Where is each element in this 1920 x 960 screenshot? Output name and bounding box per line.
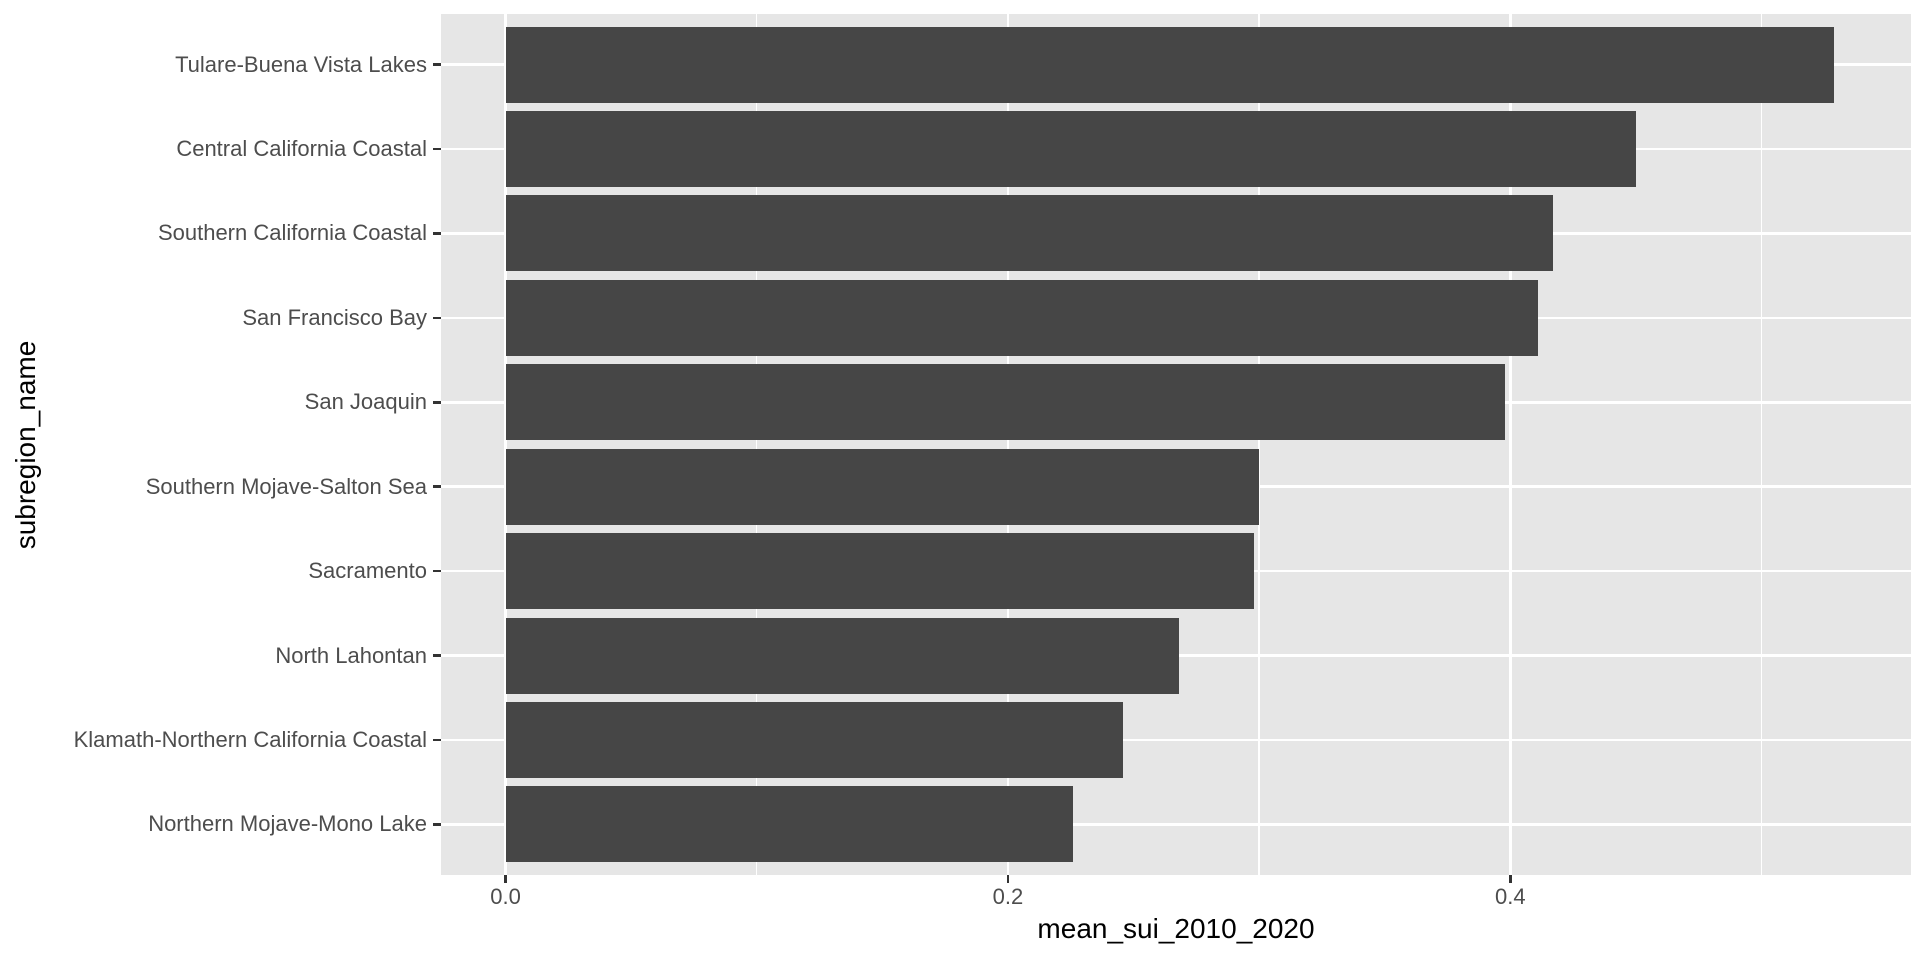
bar bbox=[505, 786, 1074, 863]
x-major-gridline bbox=[1509, 14, 1512, 875]
x-tick-mark bbox=[1509, 875, 1512, 883]
x-tick-label: 0.0 bbox=[490, 884, 521, 909]
x-tick-label: 0.2 bbox=[992, 884, 1024, 909]
bar bbox=[505, 111, 1636, 188]
x-axis-title: mean_sui_2010_2020 bbox=[1037, 913, 1315, 944]
y-tick-label: Central California Coastal bbox=[176, 136, 427, 162]
y-tick-mark bbox=[433, 485, 441, 488]
bar bbox=[505, 617, 1179, 694]
x-minor-gridline bbox=[1258, 14, 1260, 875]
y-tick-label: San Joaquin bbox=[304, 389, 427, 415]
x-minor-gridline bbox=[756, 14, 758, 875]
y-tick-mark bbox=[433, 654, 441, 657]
y-tick-mark bbox=[433, 401, 441, 404]
bar bbox=[505, 279, 1538, 356]
bar bbox=[505, 448, 1260, 525]
y-tick-label: North Lahontan bbox=[275, 642, 427, 668]
y-tick-mark bbox=[433, 232, 441, 235]
y-major-gridline bbox=[441, 823, 1911, 826]
x-tick-label: 0.4 bbox=[1495, 884, 1526, 909]
plot-panel bbox=[441, 14, 1911, 875]
y-tick-mark bbox=[433, 316, 441, 320]
y-tick-mark bbox=[433, 823, 441, 826]
bar bbox=[505, 195, 1554, 272]
bar bbox=[505, 701, 1124, 778]
y-tick-label: Klamath-Northern California Coastal bbox=[73, 726, 427, 752]
y-tick-label: Southern Mojave-Salton Sea bbox=[145, 473, 427, 499]
y-tick-label: Tulare-Buena Vista Lakes bbox=[175, 51, 427, 77]
x-major-gridline bbox=[1006, 14, 1010, 875]
x-tick-mark bbox=[504, 875, 507, 883]
x-major-gridline bbox=[504, 14, 507, 875]
x-minor-gridline bbox=[1760, 14, 1763, 875]
y-tick-label: Northern Mojave-Mono Lake bbox=[148, 811, 427, 837]
y-tick-mark bbox=[433, 147, 441, 151]
y-tick-mark bbox=[433, 63, 441, 66]
y-tick-label: San Francisco Bay bbox=[242, 304, 427, 330]
y-tick-mark bbox=[433, 569, 441, 573]
bar bbox=[505, 26, 1835, 103]
bar bbox=[505, 364, 1506, 441]
y-tick-mark bbox=[433, 738, 441, 742]
y-tick-label: Sacramento bbox=[308, 558, 427, 584]
bar bbox=[505, 533, 1255, 610]
x-tick-mark bbox=[1006, 875, 1010, 883]
y-major-gridline bbox=[441, 738, 1911, 742]
y-axis-title: subregion_name bbox=[10, 340, 41, 549]
y-tick-label: Southern California Coastal bbox=[157, 220, 427, 246]
